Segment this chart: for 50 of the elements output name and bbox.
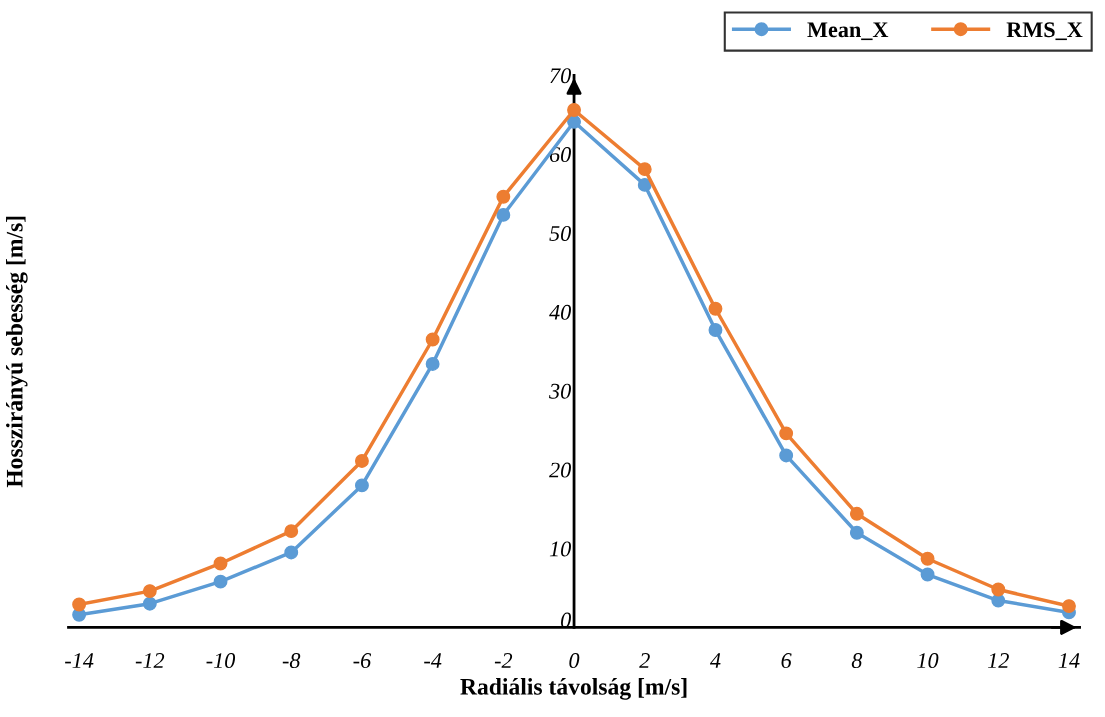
legend-label: Mean_X [807, 22, 889, 41]
x-tick-label: 10 [917, 653, 939, 669]
y-tick-label: 10 [549, 541, 571, 557]
x-tick-label: -2 [494, 653, 513, 668]
x-tick-label: 6 [781, 653, 792, 669]
x-tick-label: 12 [987, 653, 1009, 668]
point [1062, 599, 1076, 614]
point [284, 545, 299, 560]
point [708, 323, 723, 337]
point [779, 426, 794, 441]
x-tick-label: 8 [851, 653, 863, 669]
y-tick-label: 40 [549, 304, 571, 320]
y-tick-label: 20 [549, 462, 571, 478]
point [567, 103, 581, 117]
point [496, 189, 511, 204]
x-tick-label: -10 [206, 653, 236, 669]
point [637, 162, 652, 177]
point [920, 567, 935, 582]
x-tick-label: 4 [709, 653, 721, 668]
point [637, 177, 652, 192]
point [284, 524, 299, 539]
point [849, 525, 864, 540]
point [496, 207, 511, 222]
point [213, 574, 228, 589]
x-axis-title: Radiális távolság [m/s] [460, 678, 687, 700]
point [708, 301, 723, 316]
point [142, 596, 157, 611]
x-tick-label: 2 [639, 653, 650, 668]
point [920, 551, 935, 566]
point [849, 506, 864, 521]
point [354, 478, 369, 493]
x-tick-label: 14 [1058, 653, 1080, 668]
point [425, 332, 440, 347]
x-tick-label: -8 [282, 653, 301, 669]
y-tick-label: 50 [549, 225, 571, 241]
point [425, 357, 440, 371]
x-tick-label: -4 [424, 653, 442, 668]
x-tick-label: -12 [135, 653, 165, 668]
y-axis-title: Hosszirányú sebesség [m/s] [6, 216, 28, 488]
x-tick-label: -6 [353, 653, 372, 669]
point [354, 454, 369, 468]
x-tick-label: -14 [65, 653, 94, 668]
y-tick-label: 70 [550, 68, 571, 84]
point [991, 582, 1006, 597]
legend-label: RMS_X [1006, 22, 1083, 41]
point [72, 597, 87, 612]
y-tick-label: 30 [549, 383, 571, 399]
point [779, 448, 794, 463]
point [213, 556, 228, 571]
point [142, 584, 157, 599]
